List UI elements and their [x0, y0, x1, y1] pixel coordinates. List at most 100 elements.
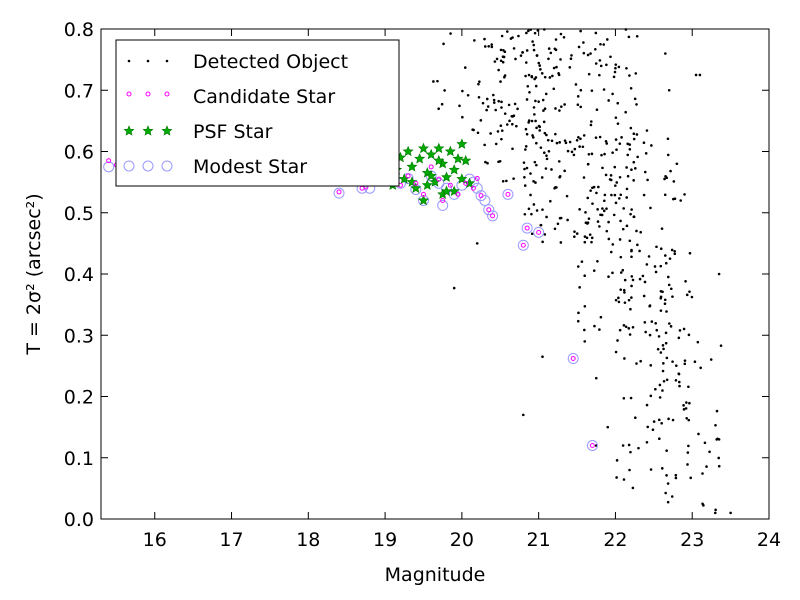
detected-object-point	[576, 103, 580, 106]
psf-star-point	[421, 179, 433, 190]
detected-object-point	[677, 336, 681, 340]
detected-object-point	[584, 211, 587, 214]
detected-object-point	[669, 287, 673, 291]
detected-object-point	[590, 152, 594, 156]
detected-object-point	[578, 208, 581, 211]
detected-object-point	[619, 271, 623, 274]
detected-object-point	[530, 232, 534, 236]
detected-object-point	[598, 73, 601, 77]
detected-object-point	[499, 48, 503, 52]
detected-object-point	[623, 357, 626, 360]
detected-object-point	[570, 54, 573, 57]
detected-object-point	[551, 74, 554, 78]
detected-object-point	[553, 227, 557, 231]
modest-star-point	[586, 440, 598, 451]
detected-object-point	[650, 144, 653, 147]
detected-object-point	[661, 389, 664, 392]
detected-object-point	[559, 58, 562, 61]
detected-object-point	[547, 47, 551, 50]
detected-object-point	[529, 193, 532, 197]
detected-object-point	[687, 385, 690, 389]
detected-object-point	[583, 240, 587, 244]
detected-object-point	[524, 148, 527, 151]
detected-object-point	[562, 35, 566, 39]
detected-object-point	[572, 153, 576, 157]
detected-object-point	[631, 486, 635, 490]
detected-object-point	[642, 294, 646, 298]
detected-object-point	[658, 437, 661, 441]
detected-object-point	[539, 68, 542, 71]
detected-object-point	[524, 61, 528, 64]
detected-object-point	[555, 141, 559, 145]
detected-object-point	[508, 119, 511, 123]
detected-object-point	[511, 122, 514, 126]
detected-object-point	[535, 141, 538, 145]
detected-object-point	[609, 178, 613, 182]
candidate-star-point	[505, 191, 511, 197]
detected-object-point	[533, 160, 537, 164]
detected-object-point	[669, 325, 673, 328]
detected-object-point	[623, 301, 627, 304]
detected-object-point	[544, 167, 548, 170]
detected-object-point	[605, 207, 608, 210]
detected-object-point	[693, 360, 697, 364]
detected-object-point	[599, 315, 603, 319]
detected-object-point	[663, 193, 667, 197]
detected-object-point	[466, 93, 470, 97]
candidate-star-point	[474, 175, 480, 181]
candidate-star-point	[536, 229, 542, 235]
detected-object-point	[517, 34, 520, 38]
legend-psf-marker	[123, 125, 135, 136]
detected-object-point	[659, 296, 663, 300]
detected-object-point	[605, 63, 608, 67]
detected-object-point	[527, 207, 531, 211]
detected-object-point	[663, 177, 666, 181]
detected-object-point	[666, 500, 670, 504]
detected-object-point	[579, 88, 583, 92]
psf-star-point	[425, 170, 437, 181]
detected-object-point	[500, 129, 504, 132]
detected-object-point	[658, 396, 662, 399]
y-tick-label: 0.3	[64, 325, 94, 347]
detected-object-point	[573, 147, 577, 151]
detected-object-point	[629, 126, 633, 130]
detected-object-point	[557, 71, 560, 75]
detected-object-point	[652, 420, 656, 423]
detected-object-point	[523, 176, 526, 179]
detected-object-point	[589, 52, 592, 55]
detected-object-point	[526, 84, 530, 88]
detected-object-point	[573, 235, 576, 238]
detected-object-point	[524, 127, 528, 131]
detected-object-point	[666, 137, 670, 141]
detected-object-point	[627, 443, 631, 447]
detected-object-point	[677, 372, 681, 376]
detected-object-point	[582, 134, 586, 137]
detected-object-point	[530, 75, 534, 78]
legend-modest-marker	[142, 160, 154, 172]
detected-object-point	[603, 152, 606, 156]
legend-modest-marker	[161, 160, 173, 172]
psf-star-point	[402, 145, 414, 157]
detected-object-point	[592, 185, 596, 189]
detected-object-point	[600, 153, 603, 157]
detected-object-point	[637, 446, 640, 450]
detected-object-point	[717, 272, 721, 276]
detected-object-point	[541, 355, 544, 358]
detected-object-point	[667, 283, 671, 287]
detected-object-point	[628, 333, 632, 336]
x-tick-label: 24	[757, 529, 781, 551]
detected-object-point	[677, 380, 681, 384]
detected-object-point	[598, 328, 601, 331]
detected-object-point	[515, 124, 518, 128]
legend-candidate-marker	[164, 91, 170, 97]
detected-object-point	[492, 101, 496, 104]
detected-object-point	[612, 75, 616, 79]
detected-object-point	[644, 330, 647, 334]
psf-star-point	[441, 171, 453, 182]
detected-object-point	[638, 249, 641, 253]
detected-object-point	[667, 417, 670, 421]
detected-object-point	[645, 403, 649, 407]
detected-object-point	[660, 422, 663, 425]
detected-object-point	[580, 260, 584, 263]
detected-object-point	[542, 151, 546, 154]
